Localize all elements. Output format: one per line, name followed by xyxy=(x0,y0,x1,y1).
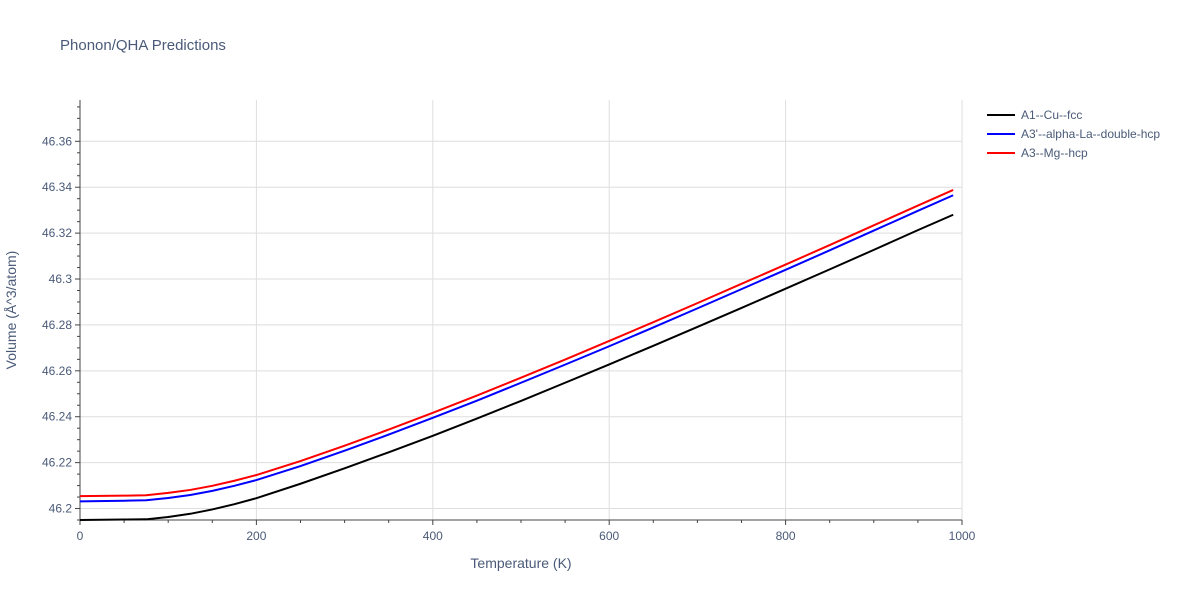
y-axis-label: Volume (Å^3/atom) xyxy=(3,251,19,370)
legend[interactable]: A1--Cu--fcc A3'--alpha-La--double-hcp A3--… xyxy=(987,108,1160,160)
x-tick-label: 0 xyxy=(77,529,84,543)
x-tick-label: 600 xyxy=(599,529,619,543)
y-tick-label: 46.36 xyxy=(42,134,72,148)
series-line-2 xyxy=(79,189,954,498)
series-line-0 xyxy=(79,213,954,521)
chart-title: Phonon/QHA Predictions xyxy=(60,37,226,54)
y-tick-label: 46.3 xyxy=(49,272,73,286)
legend-item[interactable]: A1--Cu--fcc xyxy=(987,108,1082,122)
legend-item[interactable]: A3--Mg--hcp xyxy=(987,146,1088,160)
x-tick-label: 400 xyxy=(423,529,443,543)
y-tick-label: 46.32 xyxy=(42,226,72,240)
series-lines xyxy=(79,189,954,521)
y-tick-label: 46.2 xyxy=(49,502,73,516)
y-tick-label: 46.26 xyxy=(42,364,72,378)
grid xyxy=(80,100,963,520)
axes: 46.2 46.22 46.24 46.26 46.28 46.3 46.32 46.34 46… xyxy=(42,100,976,543)
x-tick-label: 800 xyxy=(776,529,796,543)
x-tick-label: 1000 xyxy=(949,529,976,543)
y-tick-label: 46.34 xyxy=(42,180,72,194)
y-tick-label: 46.28 xyxy=(42,318,72,332)
legend-label: A1--Cu--fcc xyxy=(1021,108,1082,122)
legend-label: A3'--alpha-La--double-hcp xyxy=(1021,127,1160,141)
x-tick-label: 200 xyxy=(246,529,266,543)
y-tick-label: 46.24 xyxy=(42,410,72,424)
legend-label: A3--Mg--hcp xyxy=(1021,146,1088,160)
y-tick-label: 46.22 xyxy=(42,456,72,470)
legend-item[interactable]: A3'--alpha-La--double-hcp xyxy=(987,127,1160,141)
series-line-1 xyxy=(79,194,954,503)
x-axis-label: Temperature (K) xyxy=(470,555,571,571)
